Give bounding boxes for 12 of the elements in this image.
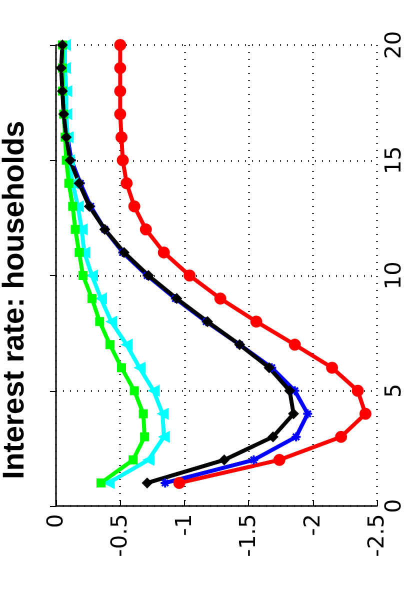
x-tick-label: -2 [300, 514, 326, 536]
y-tick-label: 15 [382, 146, 406, 174]
x-tick-label: -1 [172, 514, 197, 536]
y-tick-label: 0 [382, 499, 406, 513]
y-tick-label: 5 [382, 384, 406, 398]
text: Interest rate: households [0, 120, 30, 480]
x-tick-label: -1.5 [236, 514, 262, 557]
y-tick-label: 10 [382, 262, 406, 290]
x-tick-label: 0 [44, 514, 68, 528]
y-tick-label: 20 [382, 31, 406, 59]
x-tick-label: -0.5 [108, 514, 133, 557]
x-tick-label: -2.5 [364, 514, 390, 557]
